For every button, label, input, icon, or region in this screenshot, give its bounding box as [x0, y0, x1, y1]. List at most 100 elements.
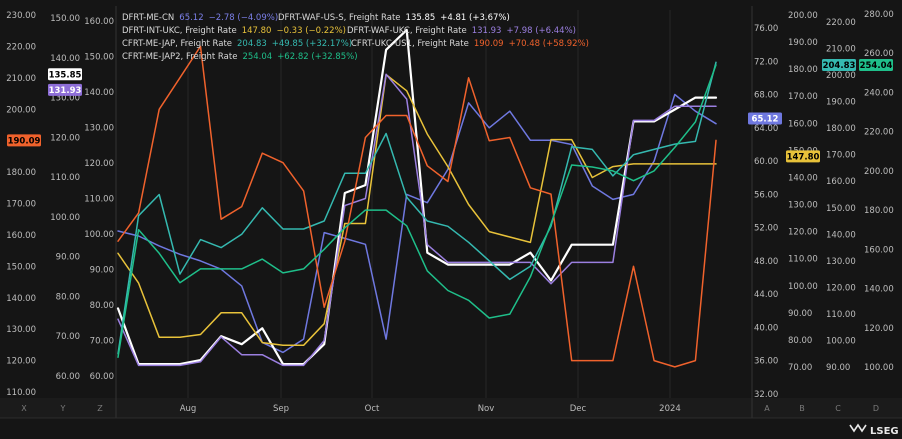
axis-y-tick-label: 80.00 [56, 292, 80, 302]
price-badge-a: 65.12 [748, 112, 782, 125]
axis-a[interactable]: 32.00 36.00 40.00 44.00 48.00 52.00 56.00 60.00… [754, 24, 778, 400]
axis-b-tick-label: 200.00 [788, 11, 818, 21]
axis-c-tick-label: 100.00 [826, 336, 856, 346]
axis-d-tick-label: 280.00 [864, 10, 894, 20]
axis-letter-c[interactable]: C [835, 404, 841, 413]
axis-y-tick-label: 110.00 [50, 173, 80, 183]
series-line-dfrt-waf-ukc[interactable] [117, 73, 717, 367]
axis-c-tick-label: 130.00 [826, 257, 856, 267]
legend-item[interactable]: DFRT-INT-UKC, Freight Rate 147.80 −0.33 (−… [122, 26, 346, 36]
axis-b-tick-label: 70.00 [788, 363, 812, 373]
axis-y-tick-label: 90.00 [56, 253, 80, 263]
axis-d-tick-label: 100.00 [864, 363, 894, 373]
axis-y[interactable]: 60.00 70.00 80.00 90.00 100.00 110.00 120.00 13… [50, 14, 80, 382]
axis-letter-x[interactable]: X [21, 404, 27, 413]
axis-b-tick-label: 170.00 [788, 92, 818, 102]
axis-letter-d[interactable]: D [873, 404, 879, 413]
legend-value: 190.09 [474, 39, 504, 49]
legend-item[interactable]: CFRT-ME-JAP2, Freight Rate 254.04 +62.82 (… [122, 52, 358, 62]
legend-value: 131.93 [472, 26, 502, 36]
price-badge-b: 147.80 [786, 150, 820, 163]
axis-c-tick-label: 110.00 [826, 310, 856, 320]
axis-z-tick-label: 160.00 [84, 17, 114, 27]
axis-b-tick-label: 160.00 [788, 119, 818, 129]
axis-letter-a[interactable]: A [764, 404, 770, 413]
axis-x-tick-label: 130.00 [6, 325, 36, 335]
axis-y-tick-label: 140.00 [50, 54, 80, 64]
axis-y-tick-label: 120.00 [50, 133, 80, 143]
axis-b-tick-label: 100.00 [788, 282, 818, 292]
axis-a-tick-label: 76.00 [754, 24, 778, 34]
lseg-logo: LSEG [849, 423, 899, 437]
axis-y-tick-label: 150.00 [50, 14, 80, 24]
axis-x-tick-label: 210.00 [6, 74, 36, 84]
axis-x-tick-label: 230.00 [6, 11, 36, 21]
axis-letter-z[interactable]: Z [97, 404, 103, 413]
legend-value: 135.85 [406, 13, 436, 23]
axis-d-tick-label: 260.00 [864, 49, 894, 59]
axis-y-tick-label: 70.00 [56, 332, 80, 342]
axis-y-tick-label: 60.00 [56, 372, 80, 382]
legend-value: 147.80 [242, 26, 272, 36]
badge-label: 147.80 [787, 153, 820, 163]
axis-z-tick-label: 60.00 [90, 372, 114, 382]
axis-a-tick-label: 44.00 [754, 290, 778, 300]
legend-value: 65.12 [179, 13, 203, 23]
x-tick-label-nov: Nov [478, 404, 495, 414]
axis-x-tick-label: 170.00 [6, 200, 36, 210]
legend-change: +70.48 (+58.92%) [509, 39, 589, 49]
axis-a-tick-label: 32.00 [754, 390, 778, 400]
axis-d-tick-label: 180.00 [864, 206, 894, 216]
axis-b-tick-label: 180.00 [788, 65, 818, 75]
series-line-dfrt-me-cn[interactable] [117, 93, 717, 354]
badge-label: 65.12 [752, 115, 779, 125]
legend-item[interactable]: CFRT-UKC-US1, Freight Rate 190.09 +70.48 (… [351, 39, 589, 49]
axis-c-tick-label: 210.00 [826, 45, 856, 55]
axis-d[interactable]: 100.00 120.00 140.00 160.00 180.00 200.00 220.… [864, 10, 894, 373]
legend-item[interactable]: CFRT-ME-JAP, Freight Rate 204.83 +49.85 (+… [122, 39, 352, 49]
axis-b-tick-label: 120.00 [788, 228, 818, 238]
axis-z-tick-label: 70.00 [90, 337, 114, 347]
axis-x-tick-label: 180.00 [6, 168, 36, 178]
axis-d-tick-label: 160.00 [864, 245, 894, 255]
series-line-cfrt-me-jap2[interactable] [117, 64, 717, 358]
axis-letter-b[interactable]: B [799, 404, 805, 413]
legend-name: DFRT-ME-CN [122, 13, 174, 23]
axis-a-tick-label: 64.00 [754, 124, 778, 134]
axis-c[interactable]: 90.00 100.00 110.00 120.00 130.00 140.00 150.0… [826, 18, 856, 373]
axis-c-tick-label: 150.00 [826, 204, 856, 214]
price-badge-c: 204.83 [822, 59, 856, 71]
price-badge-y: 135.85 [48, 68, 82, 80]
price-badge-y: 131.93 [48, 83, 82, 96]
axis-a-tick-label: 48.00 [754, 257, 778, 267]
legend-item[interactable]: DFRT-ME-CN 65.12 −2.78 (−4.09%) [122, 13, 278, 23]
legend-change: +7.98 (+6.44%) [506, 26, 576, 36]
axis-x-tick-label: 150.00 [6, 262, 36, 272]
axis-z-tick-label: 90.00 [90, 266, 114, 276]
axis-z[interactable]: 60.00 70.00 80.00 90.00 100.00 110.00 120.00 13… [84, 17, 114, 382]
axis-c-tick-label: 160.00 [826, 177, 856, 187]
legend-item[interactable]: DFRT-WAF-US-S, Freight Rate 135.85 +4.81 (… [278, 13, 510, 23]
axis-x-tick-label: 120.00 [6, 357, 36, 367]
axis-letter-y[interactable]: Y [60, 404, 66, 413]
series-line-cfrt-ukc-us1[interactable] [117, 45, 717, 368]
legend-value: 204.83 [237, 39, 267, 49]
axis-y-tick-label: 130.00 [50, 94, 80, 104]
axis-c-tick-label: 180.00 [826, 124, 856, 134]
series-line-dfrt-int-ukc[interactable] [117, 73, 717, 347]
time-axis-band [0, 398, 902, 418]
x-tick-label-dec: Dec [570, 404, 587, 414]
badge-label: 190.09 [8, 137, 41, 147]
axis-b-tick-label: 140.00 [788, 173, 818, 183]
axis-b[interactable]: 70.00 80.00 90.00 100.00 110.00 120.00 130.00 1… [788, 11, 818, 373]
axis-c-tick-label: 190.00 [826, 98, 856, 108]
axis-a-tick-label: 40.00 [754, 323, 778, 333]
legend-item[interactable]: DFRT-WAF-UKC, Freight Rate 131.93 +7.98 (+… [347, 26, 576, 36]
